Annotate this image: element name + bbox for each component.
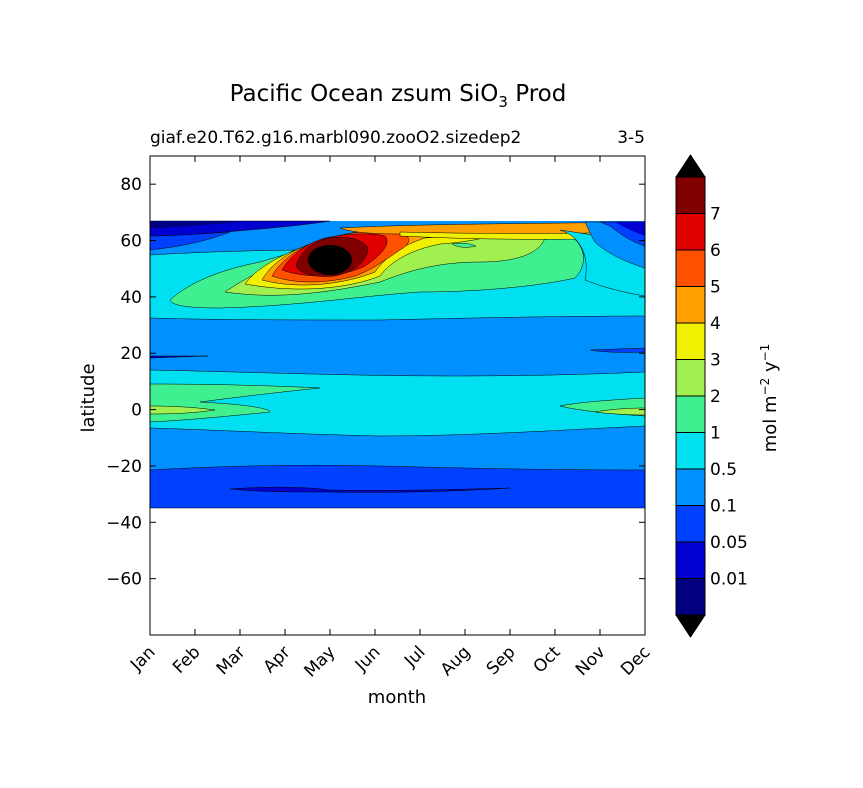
contour-band-south-lowest [229, 486, 511, 493]
plot-frame [149, 155, 646, 636]
x-axis-label: month [368, 687, 426, 708]
x-tick-label: Dec [617, 642, 654, 679]
chart-subtitle-right: 3-5 [617, 128, 645, 148]
colorbar-tick-label: 3 [710, 351, 721, 371]
colorbar-swatch [676, 432, 705, 469]
y-tick-label: −60 [106, 570, 142, 590]
colorbar-swatch [676, 542, 705, 579]
colorbar-over-arrow [675, 154, 706, 178]
colorbar-tick-label: 0.05 [710, 533, 748, 553]
x-tick-label: Feb [169, 642, 204, 677]
bloom-peak [308, 245, 352, 275]
colorbar-swatch [676, 396, 705, 433]
colorbar-swatch [676, 323, 705, 360]
colorbar-tick-label: 1 [710, 424, 721, 444]
contour-north-navystrip [150, 221, 250, 228]
colorbar-swatch [676, 250, 705, 287]
colorbar-swatch [676, 505, 705, 542]
colorbar-swatch [676, 359, 705, 396]
colorbar-tick-label: 4 [710, 314, 721, 334]
x-tick-label: Jan [126, 642, 159, 675]
x-tick-label: Jul [400, 642, 429, 671]
y-tick-label: −20 [106, 457, 142, 477]
colorbar-tick-label: 0.1 [710, 497, 737, 517]
x-tick-label: Sep [483, 642, 520, 679]
colorbar-tick-label: 2 [710, 387, 721, 407]
contour-band-equator-yellowgreen-east [594, 407, 645, 416]
contour-north-blue-east [615, 222, 645, 236]
x-tick-label: Apr [260, 642, 295, 677]
y-tick-label: 80 [120, 175, 142, 195]
y-tick-label: 0 [131, 401, 142, 421]
colorbar-swatch [676, 213, 705, 250]
y-axis-label: latitude [78, 363, 99, 432]
colorbar-swatch [676, 177, 705, 214]
x-tick-label: Nov [572, 642, 610, 680]
colorbar-tick-label: 7 [710, 205, 721, 225]
y-tick-label: 60 [120, 232, 142, 252]
contour-band-equator [150, 369, 645, 437]
colorbar-tick-label: 6 [710, 241, 721, 261]
x-tick-label: Jun [351, 642, 385, 676]
x-tick-label: May [301, 642, 340, 681]
contour-small-south [150, 355, 209, 359]
y-tick-label: −40 [106, 513, 142, 533]
colorbar-under-arrow [675, 614, 706, 638]
colorbar-label: mol m−2 y−1 [758, 344, 781, 453]
colorbar-swatch [676, 469, 705, 506]
x-tick-label: Mar [213, 642, 250, 679]
chart-subtitle-left: giaf.e20.T62.g16.marbl090.zooO2.sizedep2 [150, 128, 521, 148]
contour-band-equator-yellowgreen [150, 405, 216, 415]
contour-small-green [451, 242, 477, 248]
chart-title: Pacific Ocean zsum SiO3 Prod [230, 81, 567, 111]
colorbar-tick-label: 0.5 [710, 460, 737, 480]
contour-north-blue [150, 231, 231, 251]
colorbar-swatch [676, 578, 705, 615]
colorbar-swatch [676, 286, 705, 323]
x-tick-label: Aug [437, 642, 475, 680]
colorbar-tick-label: 0.01 [710, 570, 748, 590]
y-tick-label: 20 [120, 344, 142, 364]
y-axis: −60 −40 −20 0 20 40 60 80 [106, 175, 645, 590]
y-tick-label: 40 [120, 288, 142, 308]
contour-band-south-low [150, 464, 645, 509]
colorbar-tick-label: 5 [710, 278, 721, 298]
colorbar: 0.01 0.05 0.1 0.5 1 2 3 4 5 6 7 [675, 154, 748, 638]
x-tick-label: Oct [530, 642, 565, 677]
contour-field [150, 156, 645, 635]
